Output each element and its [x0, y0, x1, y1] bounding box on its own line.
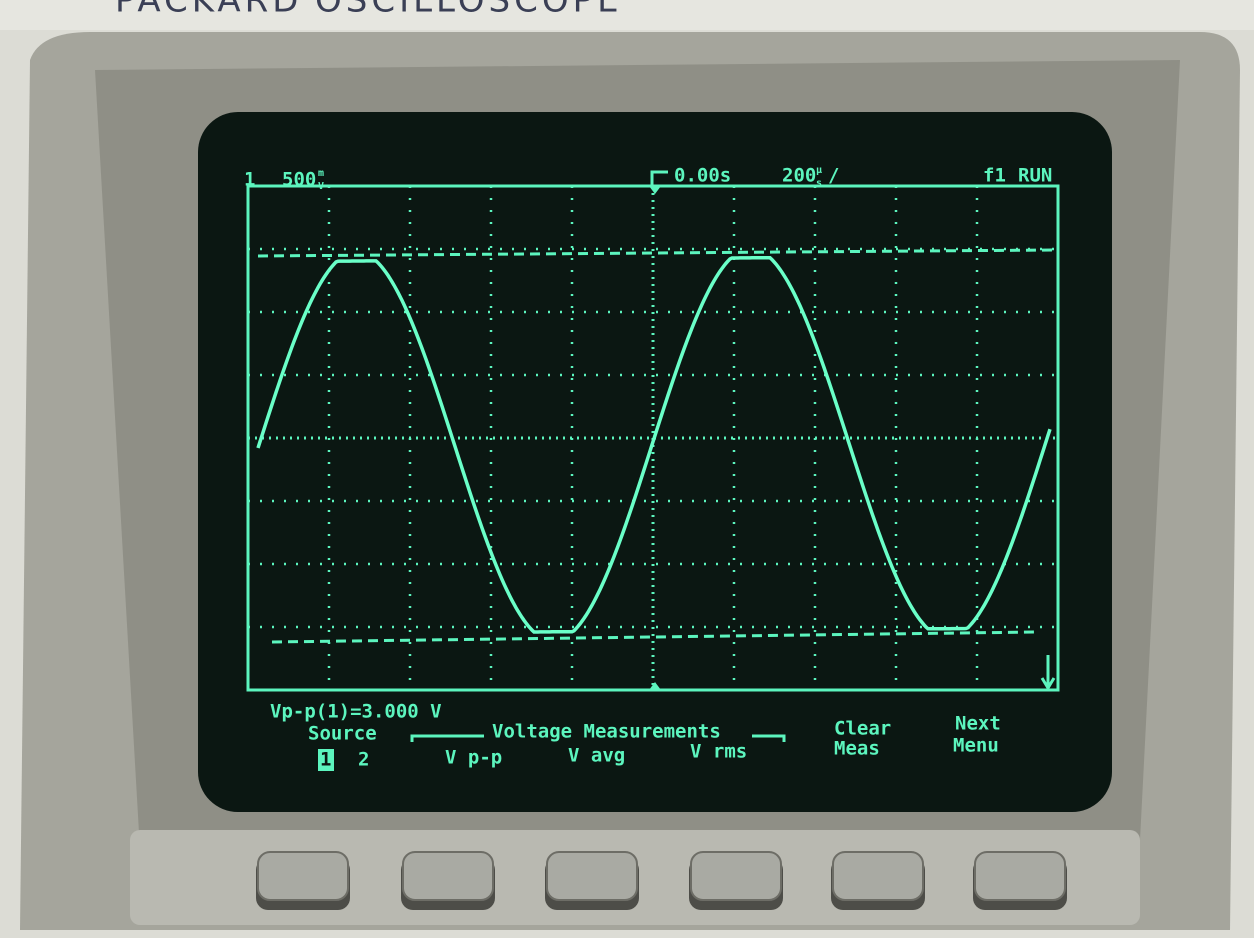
next-key-bottom: Menu [953, 735, 999, 757]
source-label: Source [308, 723, 377, 745]
time-per-div: 200 [782, 165, 816, 187]
softkey-button [547, 852, 637, 900]
softkey-button [403, 852, 493, 900]
softkey-button [258, 852, 348, 900]
softkey-button [975, 852, 1065, 900]
delay: 0.00s [674, 165, 731, 187]
clear-key-top: Clear [834, 718, 891, 740]
source-1: 1 [320, 749, 331, 771]
time-slash: / [828, 165, 839, 187]
source-2: 2 [358, 749, 369, 771]
body: PACKARD OSCILLOSCOPE 1 500 m V 0.00s 200… [0, 0, 1254, 938]
vrms-key: V rms [690, 741, 747, 763]
channel-label: 1 [244, 169, 255, 191]
softkey-button [833, 852, 923, 900]
time-unit-bottom: s [816, 178, 822, 189]
photo: PACKARD OSCILLOSCOPE 1 500 m V 0.00s 200… [0, 0, 1254, 938]
vavg-key: V avg [568, 745, 625, 767]
clear-key-bottom: Meas [834, 738, 880, 760]
volts-per-div: 500 [282, 169, 316, 191]
softkey-button [691, 852, 781, 900]
volts-unit-top: m [318, 168, 324, 179]
volts-unit-bottom: V [318, 181, 324, 192]
trigger-source: f1 [983, 165, 1006, 187]
vpp-key: V p-p [445, 747, 502, 769]
next-key-top: Next [955, 713, 1001, 735]
brand-text: PACKARD [115, 0, 303, 21]
product-text: OSCILLOSCOPE [315, 0, 623, 21]
time-unit-top: µ [816, 165, 822, 176]
page: {"header": {"brand": "PACKARD", "product… [0, 0, 1254, 938]
run-state: RUN [1018, 165, 1052, 187]
group-label: Voltage Measurements [492, 721, 721, 743]
measurement-readout: Vp-p(1)=3.000 V [270, 701, 442, 723]
